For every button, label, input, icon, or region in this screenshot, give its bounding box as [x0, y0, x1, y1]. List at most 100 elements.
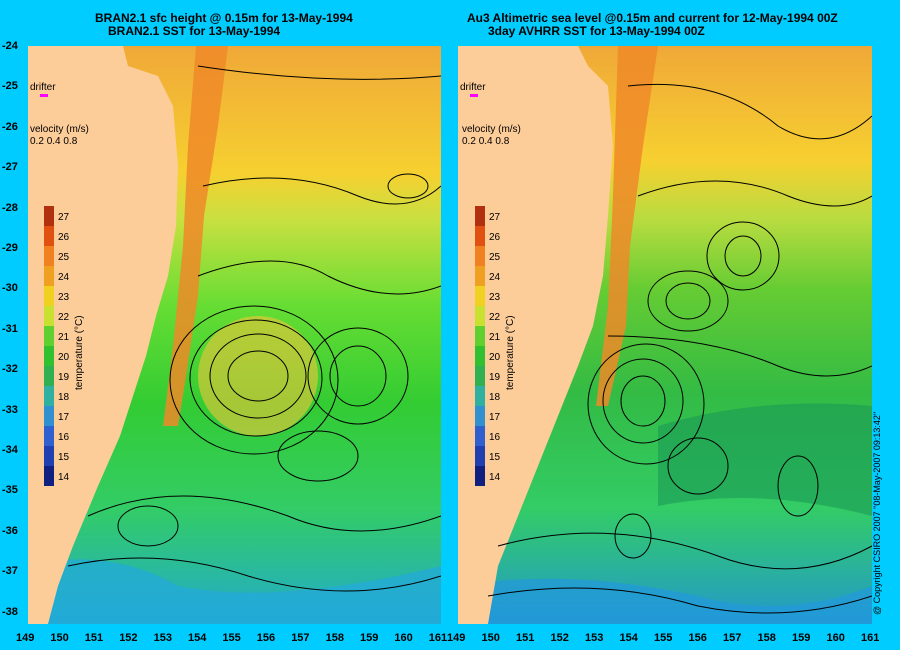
- lon-label: 149: [447, 632, 466, 644]
- colorbar-swatch: [44, 246, 54, 266]
- lon-label: 152: [550, 632, 569, 644]
- colorbar-tick: 21: [489, 332, 501, 343]
- right-warm-current: [596, 46, 658, 406]
- colorbar-tick: 23: [58, 292, 70, 303]
- colorbar-swatch: [44, 426, 54, 446]
- lon-label: 159: [360, 632, 379, 644]
- colorbar-tick: 16: [489, 432, 501, 443]
- colorbar-swatch: [475, 306, 485, 326]
- lon-label: 160: [394, 632, 413, 644]
- lat-label: -25: [2, 80, 18, 93]
- lon-label: 156: [688, 632, 707, 644]
- colorbar-swatch: [44, 386, 54, 406]
- right-velocity-label: velocity (m/s): [462, 124, 521, 135]
- colorbar-tick: 22: [58, 312, 70, 323]
- colorbar-swatch: [475, 346, 485, 366]
- right-drifter-marker: [470, 94, 478, 97]
- colorbar-tick: 25: [489, 252, 501, 263]
- left-land-australia: [28, 46, 178, 624]
- colorbar-tick: 20: [58, 352, 70, 363]
- right-cool-band: [658, 403, 872, 516]
- colorbar-swatch: [44, 306, 54, 326]
- lat-label: -33: [2, 403, 18, 416]
- lat-label: -26: [2, 120, 18, 133]
- colorbar-swatch: [475, 386, 485, 406]
- colorbar-swatch: [475, 426, 485, 446]
- lat-label: -28: [2, 201, 18, 214]
- colorbar-tick: 24: [489, 272, 501, 283]
- colorbar-tick: 21: [58, 332, 70, 343]
- lat-label: -36: [2, 524, 18, 537]
- colorbar-swatch: [475, 246, 485, 266]
- left-warm-eddy: [198, 316, 318, 436]
- colorbar-swatch: [475, 286, 485, 306]
- left-speed-3: 0.8: [63, 136, 78, 147]
- colorbar-tick: 20: [489, 352, 501, 363]
- colorbar-tick: 15: [58, 452, 70, 463]
- colorbar-tick: 24: [58, 272, 70, 283]
- lon-label: 156: [256, 632, 276, 644]
- lon-label: 150: [50, 632, 69, 644]
- colorbar-tick: 27: [489, 212, 501, 223]
- colorbar-swatch: [475, 466, 485, 486]
- left-map-panel: [28, 46, 441, 624]
- left-drifter-label: drifter: [30, 82, 56, 93]
- lon-label: 159: [792, 632, 811, 644]
- colorbar-swatch: [475, 366, 485, 386]
- colorbar-tick: 18: [489, 392, 501, 403]
- copyright-text: @ Copyright CSIRO 2007 "08-May-2007 09:1…: [872, 411, 882, 615]
- colorbar-tick: 22: [489, 312, 501, 323]
- lon-label: 161: [428, 632, 448, 644]
- colorbar-swatch: [44, 346, 54, 366]
- lat-label: -31: [2, 322, 18, 335]
- colorbar-swatch: [44, 206, 54, 226]
- colorbar-tick: 15: [489, 452, 501, 463]
- lon-label: 150: [481, 632, 500, 644]
- right-land-australia: [458, 46, 613, 624]
- colorbar-tick: 14: [489, 472, 501, 483]
- colorbar-swatch: [44, 466, 54, 486]
- lon-label: 160: [826, 632, 845, 644]
- colorbar-swatch: [44, 226, 54, 246]
- lon-label: 158: [325, 632, 344, 644]
- colorbar-swatch: [475, 266, 485, 286]
- colorbar-tick: 16: [58, 432, 70, 443]
- colorbar-swatch: [475, 326, 485, 346]
- lat-label: -30: [2, 282, 18, 295]
- left-speed-1: 0.2: [30, 136, 44, 147]
- colorbar-swatch: [44, 446, 54, 466]
- right-title-line2: 3day AVHRR SST for 13-May-1994 00Z: [488, 24, 705, 38]
- lat-label: -27: [2, 161, 18, 174]
- colorbar-tick: 23: [489, 292, 501, 303]
- lat-label: -35: [2, 484, 18, 497]
- left-warm-current: [163, 46, 228, 426]
- colorbar-swatch: [44, 406, 54, 426]
- colorbar-swatch: [475, 446, 485, 466]
- left-speed-2: 0.4: [46, 136, 61, 147]
- lon-label: 154: [619, 632, 638, 644]
- right-drifter-label: drifter: [460, 82, 486, 93]
- lon-label: 152: [119, 632, 138, 644]
- right-contours: [487, 83, 872, 614]
- lon-label: 157: [723, 632, 742, 644]
- right-speed-3: 0.8: [495, 136, 510, 147]
- colorbar-tick: 19: [58, 372, 70, 383]
- right-speed-1: 0.2: [462, 136, 476, 147]
- colorbar-swatch: [475, 406, 485, 426]
- colorbar-tick: 26: [58, 232, 70, 243]
- lon-label: 149: [16, 632, 35, 644]
- right-map-panel: [458, 46, 872, 624]
- left-title-line2: BRAN2.1 SST for 13-May-1994: [108, 24, 281, 38]
- lat-label: -24: [2, 40, 18, 52]
- lon-label: 154: [188, 632, 207, 644]
- right-velocity-speeds: 0.2 0.4 0.8: [462, 136, 509, 147]
- lon-label: 151: [84, 632, 104, 644]
- colorbar-tick: 26: [489, 232, 501, 243]
- lat-label: -29: [2, 242, 18, 254]
- colorbar-tick: 14: [58, 472, 70, 483]
- left-drifter-marker: [40, 94, 48, 97]
- left-velocity-label: velocity (m/s): [30, 124, 89, 135]
- lat-label: -37: [2, 565, 18, 578]
- colorbar-label: temperature (°C): [505, 315, 516, 390]
- right-map-svg: [458, 46, 872, 624]
